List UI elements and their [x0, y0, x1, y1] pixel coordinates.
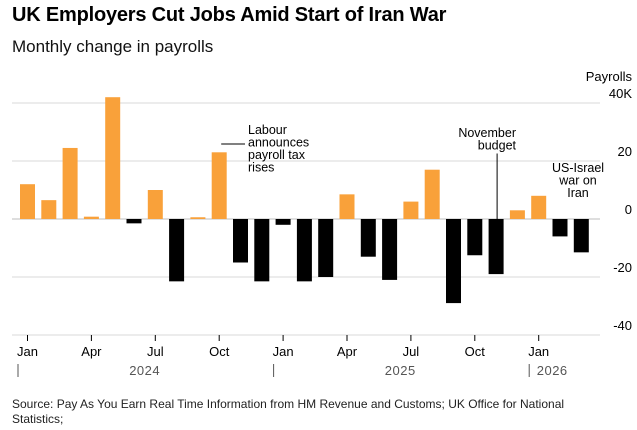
bar-negative — [573, 219, 589, 253]
bar-negative — [552, 219, 568, 237]
x-tick-label: Jan — [17, 344, 38, 359]
bar-negative — [126, 219, 142, 224]
x-tick-label: Oct — [465, 344, 486, 359]
chart-title: UK Employers Cut Jobs Amid Start of Iran… — [12, 4, 447, 26]
x-tick-label: Jul — [403, 344, 420, 359]
annotation-text: US-Israel — [552, 161, 604, 175]
bar-negative — [360, 219, 376, 257]
bar-negative — [296, 219, 312, 282]
bar-positive — [83, 216, 99, 219]
annotation-text: rises — [248, 161, 274, 175]
bar-positive — [531, 195, 547, 219]
annotation-text: budget — [478, 139, 517, 153]
bar-negative — [254, 219, 270, 282]
bar-positive — [190, 217, 206, 219]
year-label: 2026 — [537, 363, 568, 378]
x-tick-label: Jul — [147, 344, 164, 359]
chart-subtitle: Monthly change in payrolls — [12, 37, 214, 56]
bar-positive — [339, 194, 355, 219]
annotation-text: payroll tax — [248, 148, 306, 162]
x-tick-label: Jan — [273, 344, 294, 359]
bar-positive — [211, 152, 227, 219]
bar-positive — [62, 147, 78, 219]
y-tick-label: 20 — [618, 144, 632, 159]
bar-negative — [275, 219, 291, 225]
y-tick-label: 40K — [609, 86, 632, 101]
bar-negative — [446, 219, 461, 304]
year-label: 2025 — [385, 363, 416, 378]
annotation-text: Iran — [567, 186, 589, 200]
x-tick-label: Jan — [528, 344, 549, 359]
annotation-text: announces — [248, 136, 309, 150]
year-label: 2024 — [129, 363, 160, 378]
bar-positive — [20, 184, 35, 219]
bar-negative — [318, 219, 334, 277]
bar-positive — [105, 97, 121, 219]
y-axis-title: Payrolls — [586, 69, 633, 84]
annotation-text: war on — [558, 174, 597, 188]
y-tick-label: -40 — [613, 318, 632, 333]
bars — [20, 97, 589, 304]
annotation-text: November — [458, 126, 516, 140]
bar-positive — [147, 190, 163, 219]
bar-positive — [41, 200, 57, 219]
annotation-text: Labour — [248, 123, 287, 137]
bar-negative — [169, 219, 185, 282]
bar-negative — [488, 219, 504, 275]
y-tick-label: -20 — [613, 260, 632, 275]
bar-positive — [509, 210, 525, 219]
bar-negative — [233, 219, 248, 263]
x-tick-label: Apr — [337, 344, 358, 359]
bar-negative — [467, 219, 483, 256]
y-tick-label: 0 — [625, 202, 632, 217]
axes: Payrolls 40K 20 0 -20 -40 Jan Apr Jul Oct Jan Apr Ju… — [17, 69, 632, 378]
bar-positive — [403, 201, 419, 219]
bar-negative — [382, 219, 398, 280]
x-tick-label: Apr — [81, 344, 102, 359]
x-tick-label: Oct — [209, 344, 230, 359]
bar-positive — [424, 169, 440, 219]
source-note: Source: Pay As You Earn Real Time Inform… — [12, 397, 565, 426]
